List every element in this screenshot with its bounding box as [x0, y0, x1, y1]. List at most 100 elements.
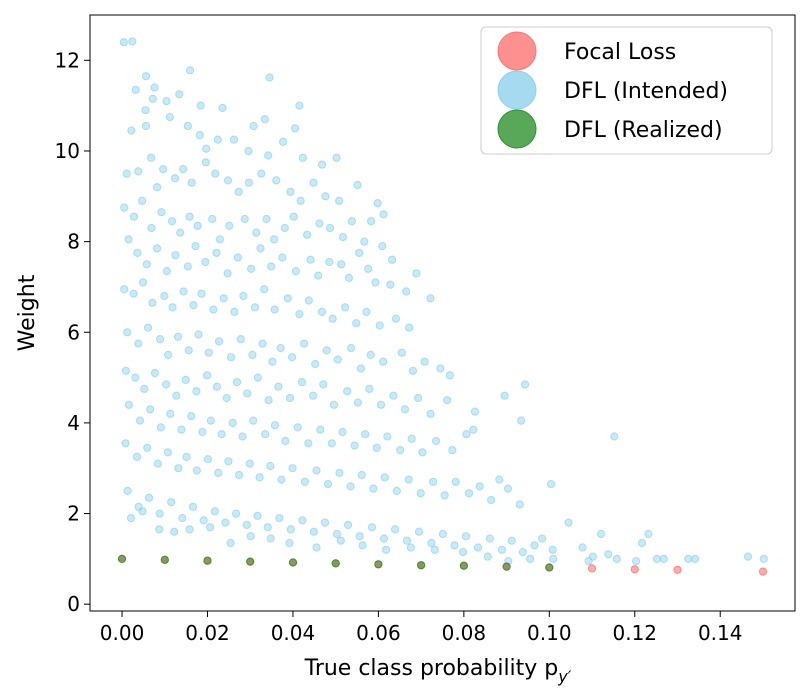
point-dfl-intended-174: [192, 387, 201, 396]
point-dfl-intended-116: [179, 287, 188, 296]
point-dfl-intended-337: [483, 552, 492, 561]
point-dfl-intended-242: [203, 455, 212, 464]
point-dfl-intended-347: [632, 557, 641, 566]
point-dfl-intended-219: [316, 425, 325, 434]
point-dfl-intended-38: [187, 178, 196, 187]
point-dfl-intended-344: [690, 554, 700, 564]
point-dfl-intended-129: [317, 307, 327, 316]
y-tick-label-0: 0: [67, 592, 80, 616]
point-dfl-intended-234: [121, 439, 130, 448]
point-dfl-intended-66: [225, 221, 234, 230]
point-dfl-intended-3: [150, 83, 159, 92]
point-dfl-intended-283: [242, 520, 251, 530]
point-dfl-intended-325: [206, 523, 215, 532]
point-dfl-intended-204: [156, 423, 165, 432]
point-dfl-intended-293: [355, 532, 364, 541]
point-dfl-intended-89: [191, 242, 200, 251]
y-tick-label-2: 4: [67, 411, 80, 435]
point-dfl-intended-113: [148, 298, 157, 307]
point-dfl-intended-91: [212, 248, 221, 257]
x-axis: 0.00 0.02 0.04 0.06 0.08 0.10 0.12 0.14: [100, 611, 742, 645]
point-dfl-intended-311: [564, 518, 573, 527]
point-dfl-intended-183: [285, 393, 295, 403]
point-dfl-intended-23: [249, 121, 258, 131]
point-dfl-intended-186: [319, 380, 328, 389]
point-dfl-intended-226: [396, 446, 405, 455]
point-dfl-intended-321: [138, 507, 147, 516]
point-dfl-realized-5: [331, 559, 340, 568]
point-dfl-intended-217: [293, 423, 302, 432]
point-dfl-intended-115: [168, 303, 177, 312]
point-dfl-intended-257: [369, 484, 378, 493]
point-dfl-intended-228: [418, 448, 427, 457]
point-dfl-intended-173: [181, 375, 190, 384]
x-axis-label-main: True class probability p: [304, 656, 559, 681]
point-dfl-intended-146: [214, 337, 224, 346]
point-dfl-intended-306: [507, 536, 516, 545]
point-dfl-intended-312: [578, 543, 587, 552]
point-dfl-intended-206: [177, 425, 186, 434]
point-dfl-intended-276: [167, 498, 176, 507]
point-dfl-intended-65: [215, 235, 224, 244]
point-dfl-intended-298: [414, 527, 424, 536]
point-dfl-intended-278: [188, 502, 198, 511]
legend: Focal Loss DFL (Intended) DFL (Realized): [480, 26, 773, 155]
point-dfl-intended-82: [124, 235, 133, 244]
point-dfl-intended-125: [270, 305, 279, 314]
point-dfl-intended-33: [134, 167, 143, 176]
point-dfl-intended-305: [497, 545, 506, 554]
point-dfl-intended-157: [333, 355, 342, 364]
point-dfl-intended-193: [400, 405, 409, 414]
point-dfl-intended-90: [201, 257, 210, 267]
point-dfl-intended-252: [312, 466, 321, 475]
point-dfl-intended-68: [252, 228, 261, 237]
point-dfl-intended-184: [297, 378, 306, 387]
x-tick-label-4: 0.08: [442, 621, 487, 645]
point-dfl-intended-41: [223, 176, 233, 185]
point-dfl-intended-47: [296, 196, 305, 205]
point-dfl-intended-32: [122, 169, 131, 178]
point-dfl-intended-185: [308, 391, 318, 400]
point-dfl-intended-224: [372, 443, 381, 452]
point-dfl-intended-118: [197, 289, 206, 298]
x-tick-label-6: 0.12: [613, 621, 658, 645]
point-dfl-intended-216: [281, 436, 290, 446]
point-dfl-intended-39: [201, 158, 210, 167]
point-dfl-intended-60: [167, 217, 177, 226]
point-dfl-intended-199: [517, 416, 526, 425]
point-dfl-intended-209: [206, 416, 215, 425]
point-dfl-intended-98: [291, 267, 300, 276]
point-dfl-intended-250: [288, 464, 297, 473]
point-dfl-intended-127: [295, 310, 304, 319]
point-dfl-intended-322: [155, 525, 164, 534]
point-dfl-intended-263: [440, 491, 449, 500]
point-dfl-intended-333: [382, 545, 391, 554]
point-dfl-intended-182: [274, 382, 283, 391]
point-dfl-intended-81: [355, 248, 364, 257]
point-dfl-intended-123: [250, 303, 259, 312]
point-dfl-realized-8: [459, 561, 468, 570]
point-dfl-intended-153: [288, 353, 297, 362]
point-dfl-intended-144: [194, 330, 203, 339]
point-dfl-intended-307: [518, 548, 527, 557]
x-tick-label-3: 0.06: [356, 621, 401, 645]
point-dfl-intended-155: [311, 359, 320, 369]
point-dfl-intended-128: [304, 296, 313, 305]
point-dfl-intended-197: [470, 407, 480, 416]
point-dfl-intended-270: [515, 500, 524, 509]
point-dfl-intended-261: [416, 489, 425, 498]
point-dfl-intended-258: [380, 473, 389, 482]
point-dfl-intended-212: [238, 432, 247, 441]
point-dfl-intended-163: [408, 366, 418, 375]
point-dfl-intended-235: [132, 452, 142, 461]
point-dfl-intended-302: [461, 532, 471, 541]
point-dfl-intended-341: [584, 557, 593, 566]
point-dfl-intended-17: [165, 112, 174, 122]
point-dfl-intended-54: [367, 217, 376, 226]
point-dfl-intended-80: [388, 255, 397, 264]
point-dfl-intended-229: [432, 436, 441, 446]
point-dfl-intended-285: [263, 523, 272, 532]
point-dfl-intended-254: [335, 468, 344, 477]
x-axis-label-subscript: y′: [557, 667, 571, 686]
point-dfl-intended-96: [267, 262, 276, 271]
